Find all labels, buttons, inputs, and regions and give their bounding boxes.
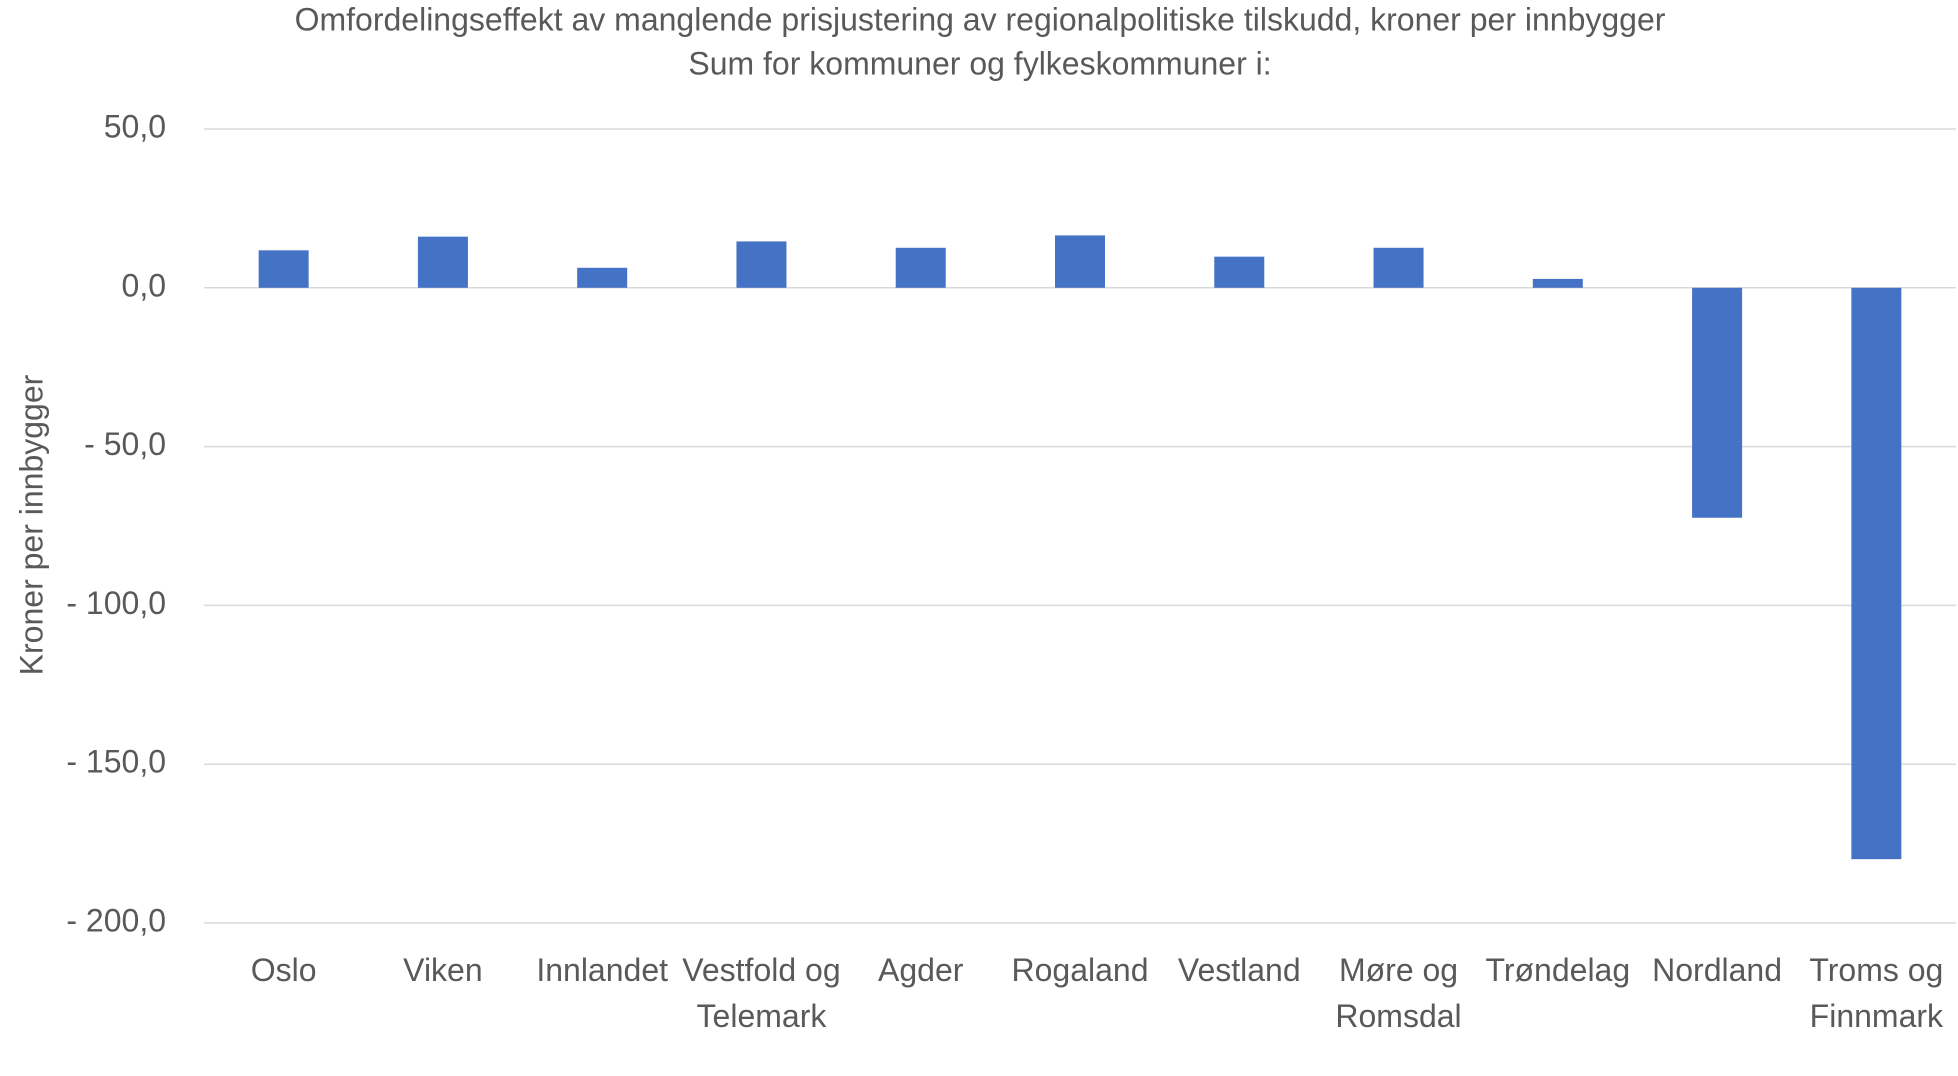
bar bbox=[258, 250, 309, 288]
chart-title: Omfordelingseffekt av manglende prisjust… bbox=[295, 1, 1666, 37]
bar bbox=[417, 236, 468, 288]
bar bbox=[1373, 247, 1424, 288]
x-tick-label: Troms og Finnmark bbox=[1809, 952, 1944, 1034]
y-axis-label: Kroner per innbygger bbox=[13, 374, 49, 675]
y-tick-label: - 200,0 bbox=[66, 902, 166, 938]
x-tick-label: Viken bbox=[403, 952, 483, 988]
x-tick-label: Innlandet bbox=[536, 952, 668, 988]
bar bbox=[577, 267, 628, 288]
x-tick-label: Rogaland bbox=[1011, 952, 1149, 988]
bar bbox=[1692, 287, 1743, 518]
x-tick-label: Oslo bbox=[250, 952, 317, 988]
x-tick-label: Trøndelag bbox=[1485, 952, 1631, 988]
y-tick-label: - 100,0 bbox=[66, 585, 166, 621]
y-tick-label: - 50,0 bbox=[84, 426, 166, 462]
bar bbox=[1214, 256, 1265, 288]
x-tick-label: Møre og Romsdal bbox=[1335, 952, 1462, 1034]
bar bbox=[895, 247, 946, 288]
x-tick-label: Nordland bbox=[1652, 952, 1782, 988]
bar bbox=[736, 241, 787, 288]
bar bbox=[1055, 235, 1105, 288]
bar bbox=[1851, 287, 1902, 860]
y-tick-label: 0,0 bbox=[122, 267, 166, 303]
y-tick-label: - 150,0 bbox=[66, 744, 166, 780]
x-tick-label: Vestland bbox=[1177, 952, 1301, 988]
y-tick-label: 50,0 bbox=[104, 108, 166, 144]
bar bbox=[1532, 278, 1583, 288]
chart-subtitle: Sum for kommuner og fylkeskommuner i: bbox=[688, 45, 1271, 81]
x-tick-label: Agder bbox=[878, 952, 964, 988]
x-tick-label: Vestfold og Telemark bbox=[682, 952, 841, 1034]
